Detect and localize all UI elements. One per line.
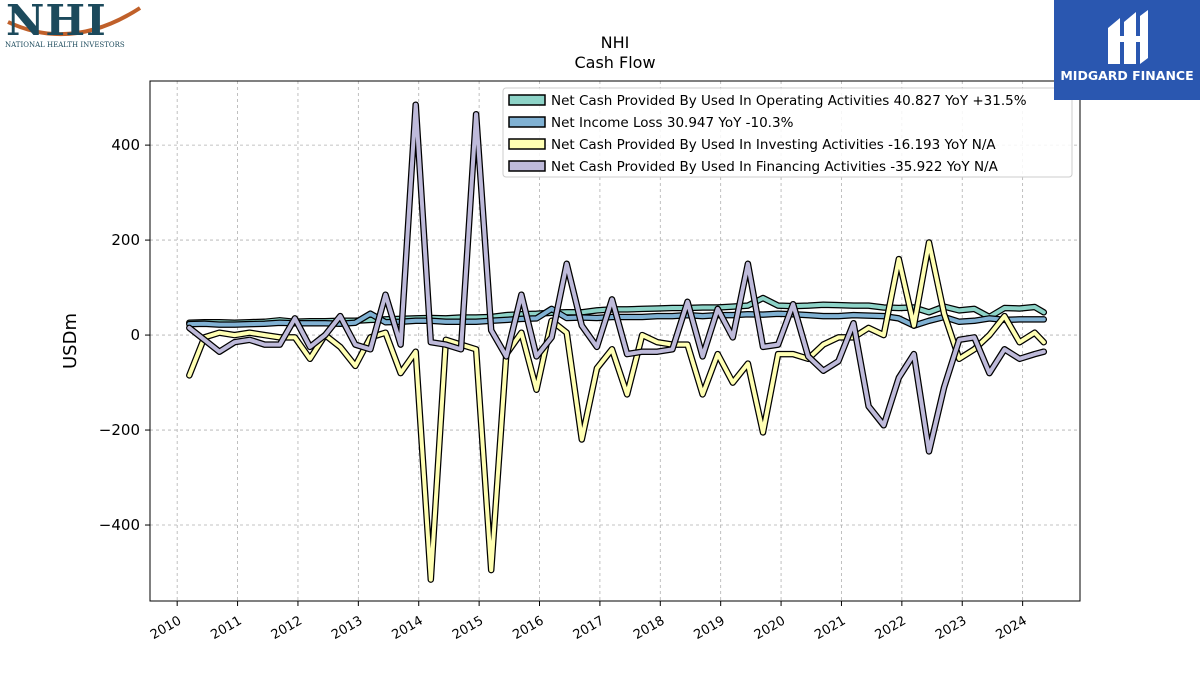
nhi-logo-mark: NHI [6, 0, 107, 45]
x-tick-label: 2018 [631, 613, 667, 643]
x-tick-label: 2019 [692, 613, 728, 643]
x-tick-label: 2017 [571, 613, 607, 643]
y-tick-label: −200 [99, 421, 140, 439]
series-line [187, 240, 1046, 582]
plot-frame [149, 80, 1081, 602]
y-tick-label: 0 [130, 326, 140, 344]
y-tick-label: 200 [111, 231, 140, 249]
legend-box [502, 87, 1073, 178]
series-outline [186, 239, 1048, 583]
midgard-finance-logo: MIDGARD FINANCE [1054, 0, 1200, 100]
legend-entry-label: Net Cash Provided By Used In Financing A… [551, 159, 999, 175]
x-tick-label: 2021 [812, 613, 848, 643]
x-tick-label: 2015 [450, 613, 486, 643]
series-lines [186, 101, 1048, 583]
legend-entry-label: Net Income Loss 30.947 YoY -10.3% [551, 115, 794, 131]
series-line [187, 102, 1046, 454]
legend-entry-label: Net Cash Provided By Used In Investing A… [551, 137, 996, 153]
midgard-logo-text: MIDGARD FINANCE [1060, 68, 1194, 83]
y-tick-label: 400 [111, 136, 140, 154]
nhi-logo-tagline: NATIONAL HEALTH INVESTORS [5, 41, 125, 49]
chart-title: NHI [601, 33, 630, 52]
y-axis-label: USDm [60, 313, 81, 369]
x-tick-label: 2012 [269, 613, 305, 643]
y-tick-label: −400 [99, 516, 140, 534]
x-tick-label: 2022 [873, 613, 909, 643]
legend-swatch [508, 116, 546, 128]
axes: 2010 2011 2012 2013 2014 2015 2016 2017 2018 2019… [99, 136, 1030, 643]
legend-swatch [508, 138, 546, 150]
x-tick-label: 2014 [390, 613, 426, 643]
x-tick-label: 2011 [208, 613, 244, 643]
nhi-logo-arc [7, 6, 142, 37]
legend-swatch [508, 160, 546, 172]
legend-entry-label: Net Cash Provided By Used In Operating A… [551, 93, 1027, 109]
x-tick-label: 2013 [329, 613, 365, 643]
chart-subtitle: Cash Flow [574, 53, 655, 72]
x-tick-label: 2024 [993, 613, 1029, 643]
x-tick-label: 2010 [148, 613, 184, 643]
midgard-logo-icon [1108, 10, 1148, 64]
legend-swatch [508, 94, 546, 106]
x-tick-label: 2023 [933, 613, 969, 643]
legend: Net Cash Provided By Used In Operating A… [502, 87, 1073, 178]
x-tick-label: 2016 [510, 613, 546, 643]
nhi-logo: NHI NATIONAL HEALTH INVESTORS [0, 0, 150, 56]
x-tick-label: 2020 [752, 613, 788, 643]
